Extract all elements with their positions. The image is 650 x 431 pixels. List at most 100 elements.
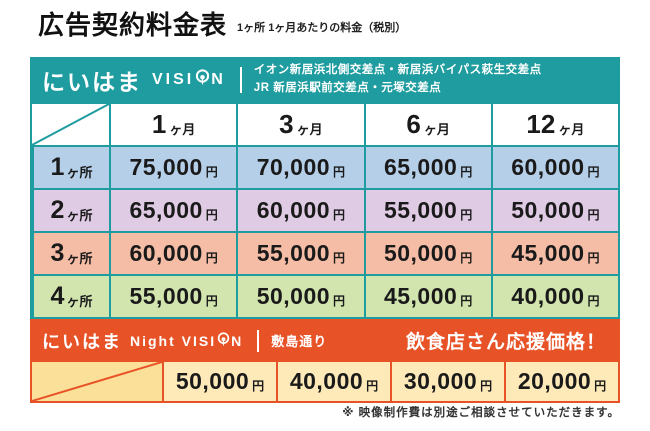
yen-label: 円 [366,379,379,393]
price-amount: 50,000 [175,368,250,394]
price-cell: 40,000 円 [490,274,618,317]
col-header-unit: ヶ月 [558,122,585,137]
price-cell: 60,000 円 [109,231,237,274]
header-divider [257,329,260,352]
yen-label: 円 [460,251,473,265]
yen-label: 円 [460,294,473,308]
locations-line1: イオン新居浜北側交差点・新居浜バイパス萩生交差点 [253,63,542,76]
page-subtitle: 1ヶ所 1ヶ月あたりの料金（税別） [237,22,407,34]
row-label-unit: ヶ所 [66,165,93,180]
col-header-unit: ヶ月 [296,122,323,137]
night-vision-header: にいはま Night VISI N 敷島通り 飲食店さん応援価格！ [30,319,620,362]
yen-label: 円 [460,165,473,179]
price-amount: 50,000 [511,197,585,223]
yen-label: 円 [205,208,218,222]
yen-label: 円 [252,379,265,393]
price-amount: 30,000 [403,368,478,394]
header-divider [239,66,242,93]
niihama-vision-logo: にいはま VISI N [30,63,226,97]
row-label-unit: ヶ所 [66,251,93,266]
price-amount: 45,000 [511,240,585,266]
price-cell: 20,000 円 [504,362,618,401]
row-label-3places: 3 ヶ所 [32,231,109,274]
row-label-4places: 4 ヶ所 [32,274,109,317]
price-amount: 65,000 [383,154,458,180]
row-label-num: 4 [50,282,65,310]
price-amount: 50,000 [383,240,458,266]
row-label-num: 2 [50,196,65,224]
price-cell: 70,000 円 [236,145,364,188]
row-label-unit: ヶ所 [66,294,93,309]
col-header-num: 1 [151,109,167,139]
yen-label: 円 [587,165,600,179]
price-amount: 20,000 [517,368,592,394]
main-price-grid: 1 ヶ月 3 ヶ月 6 ヶ月 12 ヶ月 1 ヶ所 75,000 円 [30,102,620,319]
night-vision-logo: にいはま Night VISI N [30,328,243,354]
diagonal-line [32,362,162,401]
col-header-num: 6 [406,109,421,139]
title-row: 広告契約料金表 1ヶ所 1ヶ月あたりの料金（税別） [38,12,406,38]
yen-label: 円 [594,379,607,393]
col-header-6month: 6 ヶ月 [363,102,491,145]
row-label-1place: 1 ヶ所 [32,145,109,188]
price-amount: 55,000 [383,197,458,223]
yen-label: 円 [333,165,346,179]
yen-label: 円 [460,208,473,222]
price-amount: 45,000 [383,283,458,309]
price-cell: 30,000 円 [390,362,504,401]
yen-label: 円 [587,208,600,222]
price-amount: 60,000 [511,154,585,180]
price-cell: 65,000 円 [363,145,491,188]
row-label-2places: 2 ヶ所 [32,188,109,231]
price-cell: 50,000 円 [236,274,364,317]
col-header-unit: ヶ月 [423,122,450,137]
yen-label: 円 [480,379,493,393]
price-cell: 45,000 円 [490,231,618,274]
price-amount: 75,000 [129,154,203,180]
price-cell: 60,000 円 [236,188,364,231]
pin-o-icon [217,331,230,350]
price-cell: 55,000 円 [363,188,491,231]
street-label: 敷島通り [271,334,328,349]
diagonal-line [32,104,109,145]
yen-label: 円 [333,208,346,222]
pricing-table: にいはま VISI N イオン新居浜北側交差点・新居浜バイパス萩生交差点 [30,57,620,403]
locations-line2: JR 新居浜駅前交差点・元塚交差点 [253,81,442,94]
price-amount: 60,000 [129,240,203,266]
diagonal-corner-cell [32,102,109,145]
price-cell: 50,000 円 [363,231,491,274]
brand-en-label: Night VISI N [130,331,243,350]
col-header-12month: 12 ヶ月 [490,102,618,145]
promo-label: 飲食店さん応援価格！ [405,332,606,353]
yen-label: 円 [205,251,218,265]
price-cell: 50,000 円 [490,188,618,231]
price-cell: 55,000 円 [109,274,237,317]
price-amount: 55,000 [129,283,203,309]
price-amount: 40,000 [511,283,585,309]
brand-en-pre: Night VISI [130,332,217,349]
price-cell: 75,000 円 [109,145,237,188]
night-price-grid: 50,000 円 40,000 円 30,000 円 20,000 円 [30,362,620,403]
col-header-3month: 3 ヶ月 [236,102,364,145]
price-amount: 65,000 [129,197,203,223]
brand-en-pre: VISI [152,70,195,88]
yen-label: 円 [205,165,218,179]
page-title: 広告契約料金表 [38,10,228,40]
price-amount: 70,000 [256,154,331,180]
price-cell: 40,000 円 [276,362,390,401]
yen-label: 円 [333,294,346,308]
row-label-num: 1 [50,153,65,181]
row-label-unit: ヶ所 [66,208,93,223]
price-amount: 55,000 [256,240,331,266]
price-cell: 60,000 円 [490,145,618,188]
yen-label: 円 [587,294,600,308]
col-header-num: 3 [279,109,294,139]
brand-jp-label: にいはま [42,68,142,95]
price-cell: 65,000 円 [109,188,237,231]
production-cost-note: ※ 映像制作費は別途ご相談させていただきます。 [342,407,620,419]
yen-label: 円 [205,294,218,308]
col-header-1month: 1 ヶ月 [109,102,237,145]
col-header-unit: ヶ月 [169,122,196,137]
niihama-vision-header: にいはま VISI N イオン新居浜北側交差点・新居浜バイパス萩生交差点 [30,57,620,102]
